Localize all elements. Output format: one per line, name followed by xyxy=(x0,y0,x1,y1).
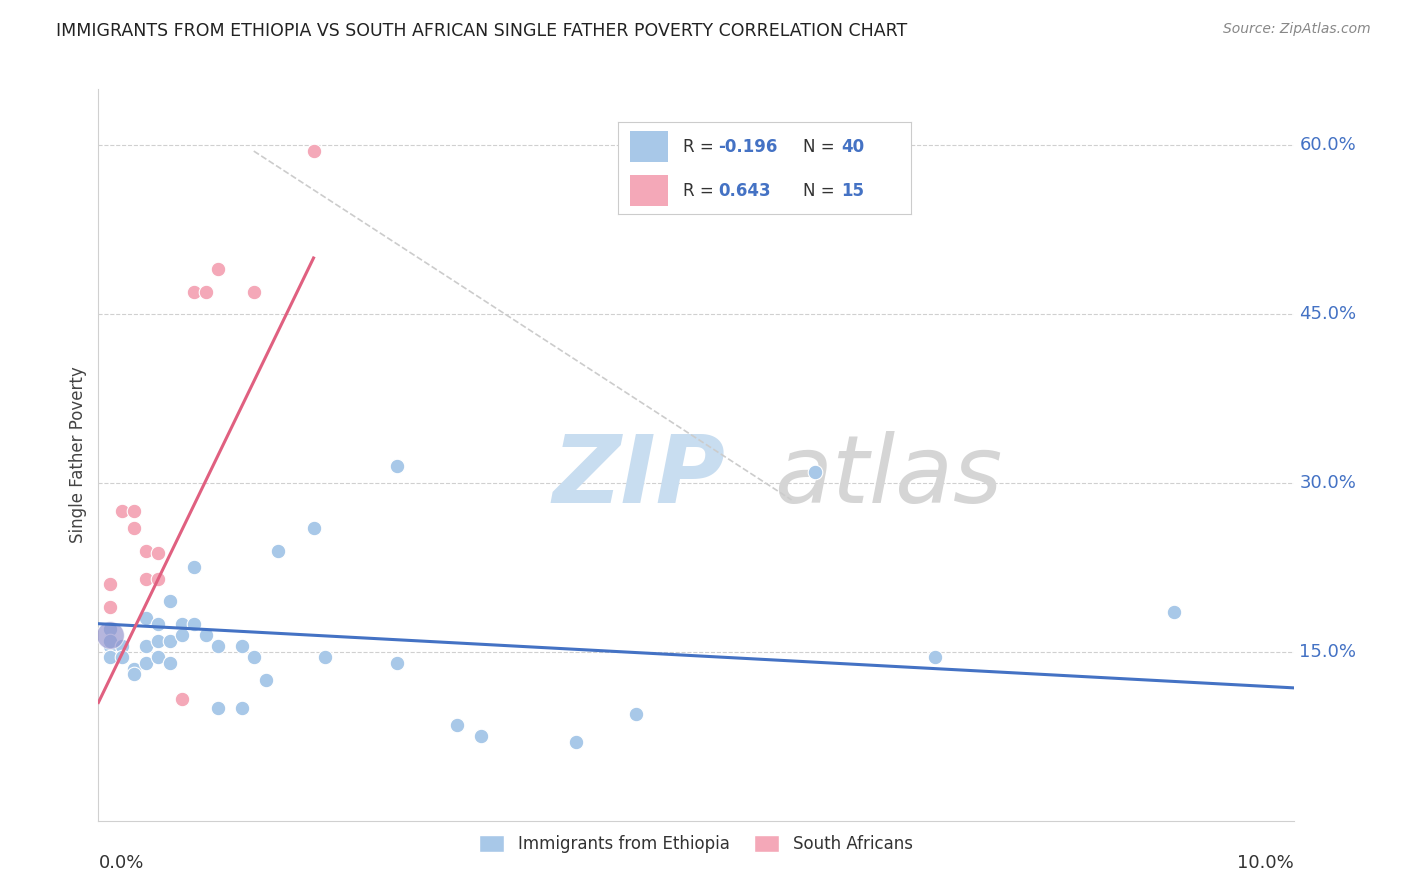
Text: 0.0%: 0.0% xyxy=(98,854,143,871)
Text: atlas: atlas xyxy=(773,432,1002,523)
Text: 60.0%: 60.0% xyxy=(1299,136,1357,154)
Point xyxy=(315,650,337,665)
Point xyxy=(183,285,205,299)
Text: ZIP: ZIP xyxy=(553,431,725,523)
Point xyxy=(135,543,157,558)
Point xyxy=(98,628,122,642)
Point xyxy=(183,560,205,574)
Point xyxy=(183,616,205,631)
Point xyxy=(111,639,134,653)
Point xyxy=(172,628,194,642)
Point xyxy=(135,639,157,653)
Point xyxy=(626,706,648,721)
Point xyxy=(111,504,134,518)
Point xyxy=(124,667,146,681)
Point xyxy=(470,729,492,743)
Legend: Immigrants from Ethiopia, South Africans: Immigrants from Ethiopia, South Africans xyxy=(472,829,920,860)
Point xyxy=(231,701,253,715)
Point xyxy=(172,692,194,706)
Point xyxy=(172,616,194,631)
Point xyxy=(148,633,170,648)
Point xyxy=(243,285,266,299)
Point xyxy=(98,639,122,653)
Point xyxy=(135,611,157,625)
Point xyxy=(195,285,218,299)
Point xyxy=(98,623,122,637)
Point xyxy=(385,459,409,474)
Point xyxy=(124,504,146,518)
Point xyxy=(159,633,181,648)
Text: 10.0%: 10.0% xyxy=(1237,854,1294,871)
Point xyxy=(98,599,122,614)
Point xyxy=(302,521,325,535)
Point xyxy=(135,572,157,586)
Point xyxy=(207,262,229,277)
Text: 30.0%: 30.0% xyxy=(1299,474,1357,492)
Point xyxy=(124,662,146,676)
Point xyxy=(804,465,827,479)
Point xyxy=(1163,606,1185,620)
Point xyxy=(148,546,170,560)
Text: 45.0%: 45.0% xyxy=(1299,305,1357,323)
Point xyxy=(243,650,266,665)
Point xyxy=(159,656,181,670)
Point xyxy=(207,639,229,653)
Point xyxy=(302,144,325,158)
Point xyxy=(159,594,181,608)
Point xyxy=(385,656,409,670)
Point xyxy=(98,577,122,591)
Point xyxy=(148,650,170,665)
Point xyxy=(254,673,277,687)
Point xyxy=(148,616,170,631)
Point xyxy=(267,543,290,558)
Point xyxy=(924,650,946,665)
Text: IMMIGRANTS FROM ETHIOPIA VS SOUTH AFRICAN SINGLE FATHER POVERTY CORRELATION CHAR: IMMIGRANTS FROM ETHIOPIA VS SOUTH AFRICA… xyxy=(56,22,907,40)
Point xyxy=(565,735,588,749)
Point xyxy=(98,650,122,665)
Text: Source: ZipAtlas.com: Source: ZipAtlas.com xyxy=(1223,22,1371,37)
Point xyxy=(231,639,253,653)
Point xyxy=(135,656,157,670)
Point xyxy=(124,521,146,535)
Point xyxy=(446,718,468,732)
Text: 15.0%: 15.0% xyxy=(1299,643,1357,661)
Point xyxy=(111,650,134,665)
Y-axis label: Single Father Poverty: Single Father Poverty xyxy=(69,367,87,543)
Point xyxy=(195,628,218,642)
Point xyxy=(207,701,229,715)
Point xyxy=(98,633,122,648)
Point xyxy=(148,572,170,586)
